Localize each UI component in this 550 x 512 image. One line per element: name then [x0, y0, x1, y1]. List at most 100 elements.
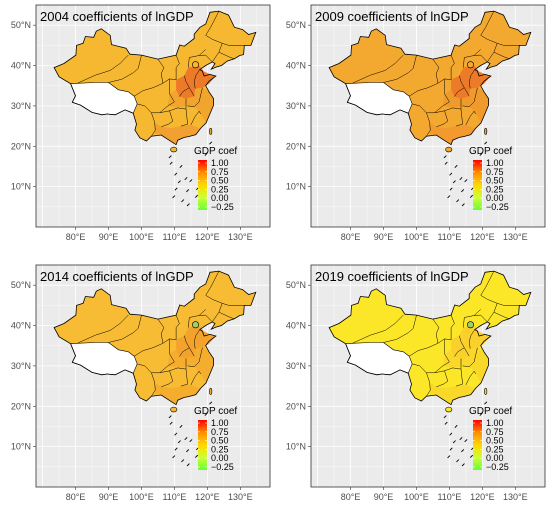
province-border	[468, 329, 476, 349]
legend-label: 0.75	[211, 427, 229, 437]
legend-label: 0.00	[486, 453, 504, 463]
province-border	[450, 55, 455, 80]
province-border	[212, 51, 235, 63]
province-border	[383, 55, 417, 83]
south-china-sea-dash	[181, 459, 185, 463]
province-border	[462, 87, 478, 107]
north-china-plain-region	[176, 325, 216, 359]
province-border	[432, 318, 440, 344]
x-tick-label: 130°E	[503, 232, 528, 242]
x-tick-label: 130°E	[228, 232, 253, 242]
y-tick-label: 10°N	[286, 182, 306, 192]
y-tick-label: 20°N	[286, 141, 306, 151]
legend-label: 0.00	[211, 453, 229, 463]
x-tick-label: 90°E	[99, 492, 119, 502]
beijing-region	[467, 321, 475, 329]
south-china-sea-dash	[461, 189, 465, 193]
map-panel-2014: 2014 coefficients of lnGDP 80°E 90°E 100°E 1…	[0, 260, 275, 512]
province-border	[179, 87, 190, 97]
south-region	[429, 122, 476, 145]
province-border	[383, 315, 417, 343]
legend-title: GDP coef	[194, 406, 237, 417]
south-china-sea-dash	[449, 172, 453, 176]
x-tick-label: 80°E	[66, 492, 86, 502]
province-border	[175, 55, 180, 80]
legend-label: −0.25	[211, 202, 234, 212]
province-border	[412, 361, 450, 374]
province-border	[218, 42, 245, 53]
south-china-sea-dash	[443, 415, 447, 419]
legend-label: 0.25	[486, 184, 504, 194]
map-panel-2009: 2009 coefficients of lnGDP 80°E 90°E 100°E 1…	[275, 0, 550, 252]
x-tick-label: 120°E	[470, 232, 495, 242]
south-china-sea-dash	[177, 180, 181, 184]
south-china-sea-dash	[449, 187, 453, 191]
map-title: 2004 coefficients of lnGDP	[40, 9, 194, 24]
south-china-sea-dash	[479, 152, 483, 156]
x-tick-label: 90°E	[374, 232, 394, 242]
province-border	[465, 110, 477, 126]
legend-title: GDP coef	[469, 146, 512, 157]
legend-label: −0.25	[211, 462, 234, 472]
map-title: 2019 coefficients of lnGDP	[315, 269, 469, 284]
plot-frame	[35, 4, 271, 228]
south-china-sea-dash	[454, 164, 458, 168]
province-border	[409, 78, 452, 97]
province-border	[444, 78, 450, 103]
south-china-sea-dash	[168, 415, 172, 419]
province-border	[434, 110, 449, 128]
x-tick-label: 90°E	[99, 232, 119, 242]
south-china-sea-dash	[172, 195, 176, 199]
province-border	[179, 347, 190, 357]
legend-title: GDP coef	[194, 146, 237, 157]
south-china-sea-dash	[461, 449, 465, 453]
south-china-sea-dash	[484, 401, 488, 405]
map-svg-2014: 2014 coefficients of lnGDP 80°E 90°E 100°E 1…	[11, 264, 271, 502]
south-china-sea-dash	[459, 177, 463, 181]
south-china-sea-dash	[179, 424, 183, 428]
y-tick-label: 30°N	[11, 361, 31, 371]
south-china-sea-dash	[484, 141, 488, 145]
plot-frame	[310, 4, 546, 228]
south-china-sea-dash	[181, 199, 185, 203]
province-border	[205, 35, 223, 44]
south-china-sea-dash	[447, 455, 451, 459]
hainan-island	[170, 146, 178, 153]
province-border	[480, 35, 498, 44]
x-tick-label: 130°E	[503, 492, 528, 502]
y-tick-label: 40°N	[286, 321, 306, 331]
south-china-sea-dash	[184, 437, 188, 441]
province-border	[184, 75, 195, 97]
map-panel-2019: 2019 coefficients of lnGDP 80°E 90°E 100°E 1…	[275, 260, 550, 512]
south-china-sea-dash	[479, 412, 483, 416]
province-border	[184, 335, 195, 357]
province-border	[134, 78, 177, 97]
y-tick-label: 30°N	[286, 361, 306, 371]
y-tick-label: 40°N	[286, 61, 306, 71]
province-border	[159, 110, 174, 128]
province-border	[459, 75, 470, 97]
south-china-sea-dash	[456, 459, 460, 463]
legend-label: 0.25	[211, 184, 229, 194]
south-china-sea-dash	[459, 437, 463, 441]
x-tick-label: 100°E	[129, 492, 154, 502]
x-tick-label: 80°E	[341, 492, 361, 502]
south-china-sea-dash	[189, 179, 193, 183]
legend-label: 0.75	[486, 167, 504, 177]
south-china-sea-dash	[194, 194, 199, 198]
province-border	[480, 295, 498, 304]
province-border	[412, 101, 450, 114]
province-border	[205, 10, 220, 36]
north-china-plain-region	[451, 65, 491, 99]
province-border	[151, 112, 156, 137]
beijing-region	[192, 61, 200, 69]
province-border	[77, 314, 129, 344]
south-china-sea-dash	[172, 455, 176, 459]
plot-frame	[35, 264, 271, 488]
map-svg-2009: 2009 coefficients of lnGDP 80°E 90°E 100°E 1…	[286, 4, 546, 242]
province-border	[493, 302, 520, 313]
south-china-sea-dash	[174, 172, 178, 176]
legend-label: 1.00	[211, 418, 229, 428]
south-china-sea-dash	[174, 432, 178, 436]
province-border	[188, 309, 206, 328]
